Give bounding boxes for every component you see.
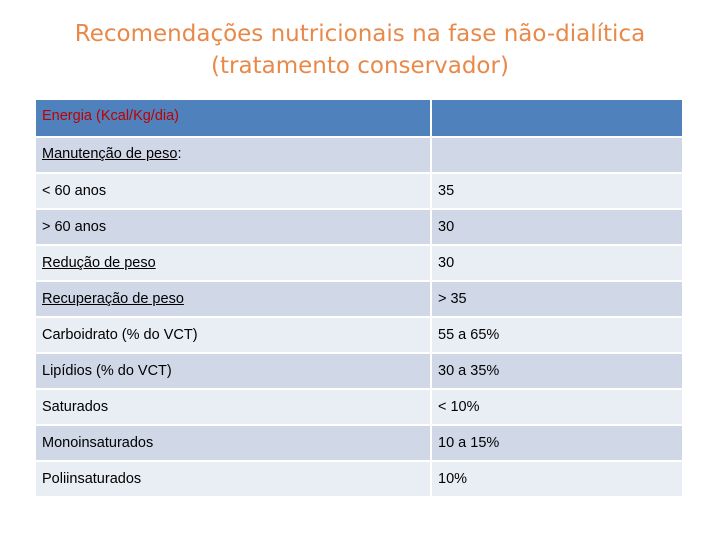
row-value-cell: > 35 [432, 282, 684, 318]
row-label-cell: Carboidrato (% do VCT) [36, 318, 432, 354]
row-value-cell [432, 138, 684, 174]
row-label-text: Redução de peso [42, 255, 156, 271]
table-header-row: Energia (Kcal/Kg/dia) [36, 100, 684, 138]
row-label-cell: Redução de peso [36, 246, 432, 282]
row-value-cell: < 10% [432, 390, 684, 426]
row-label-cell: Recuperação de peso [36, 282, 432, 318]
row-value-cell: 10% [432, 462, 684, 498]
table-row: Poliinsaturados 10% [36, 462, 684, 498]
row-label-text: Manutenção de peso [42, 146, 178, 162]
row-label-cell: Manutenção de peso: [36, 138, 432, 174]
table-row: Carboidrato (% do VCT) 55 a 65% [36, 318, 684, 354]
row-value-cell: 30 [432, 210, 684, 246]
slide-title: Recomendações nutricionais na fase não-d… [0, 18, 720, 82]
header-label-cell: Energia (Kcal/Kg/dia) [36, 100, 432, 138]
table-row: > 60 anos 30 [36, 210, 684, 246]
table-row: Monoinsaturados 10 a 15% [36, 426, 684, 462]
table-row: Manutenção de peso: [36, 138, 684, 174]
table-row: < 60 anos 35 [36, 174, 684, 210]
row-value-cell: 10 a 15% [432, 426, 684, 462]
header-value-cell [432, 100, 684, 138]
table-row: Saturados < 10% [36, 390, 684, 426]
row-label-text: Recuperação de peso [42, 291, 184, 307]
row-value-cell: 30 a 35% [432, 354, 684, 390]
row-value-cell: 35 [432, 174, 684, 210]
table-row: Recuperação de peso > 35 [36, 282, 684, 318]
row-label-cell: Saturados [36, 390, 432, 426]
row-label-cell: > 60 anos [36, 210, 432, 246]
nutrition-table: Energia (Kcal/Kg/dia) Manutenção de peso… [36, 100, 684, 498]
table-row: Redução de peso 30 [36, 246, 684, 282]
table-row: Lipídios (% do VCT) 30 a 35% [36, 354, 684, 390]
slide-title-line-2: (tratamento conservador) [211, 53, 509, 79]
row-label-suffix: : [177, 146, 182, 162]
row-label-cell: Monoinsaturados [36, 426, 432, 462]
row-value-cell: 30 [432, 246, 684, 282]
slide-title-line-1: Recomendações nutricionais na fase não-d… [74, 21, 646, 47]
row-label-cell: < 60 anos [36, 174, 432, 210]
row-value-cell: 55 a 65% [432, 318, 684, 354]
row-label-cell: Lipídios (% do VCT) [36, 354, 432, 390]
row-label-cell: Poliinsaturados [36, 462, 432, 498]
